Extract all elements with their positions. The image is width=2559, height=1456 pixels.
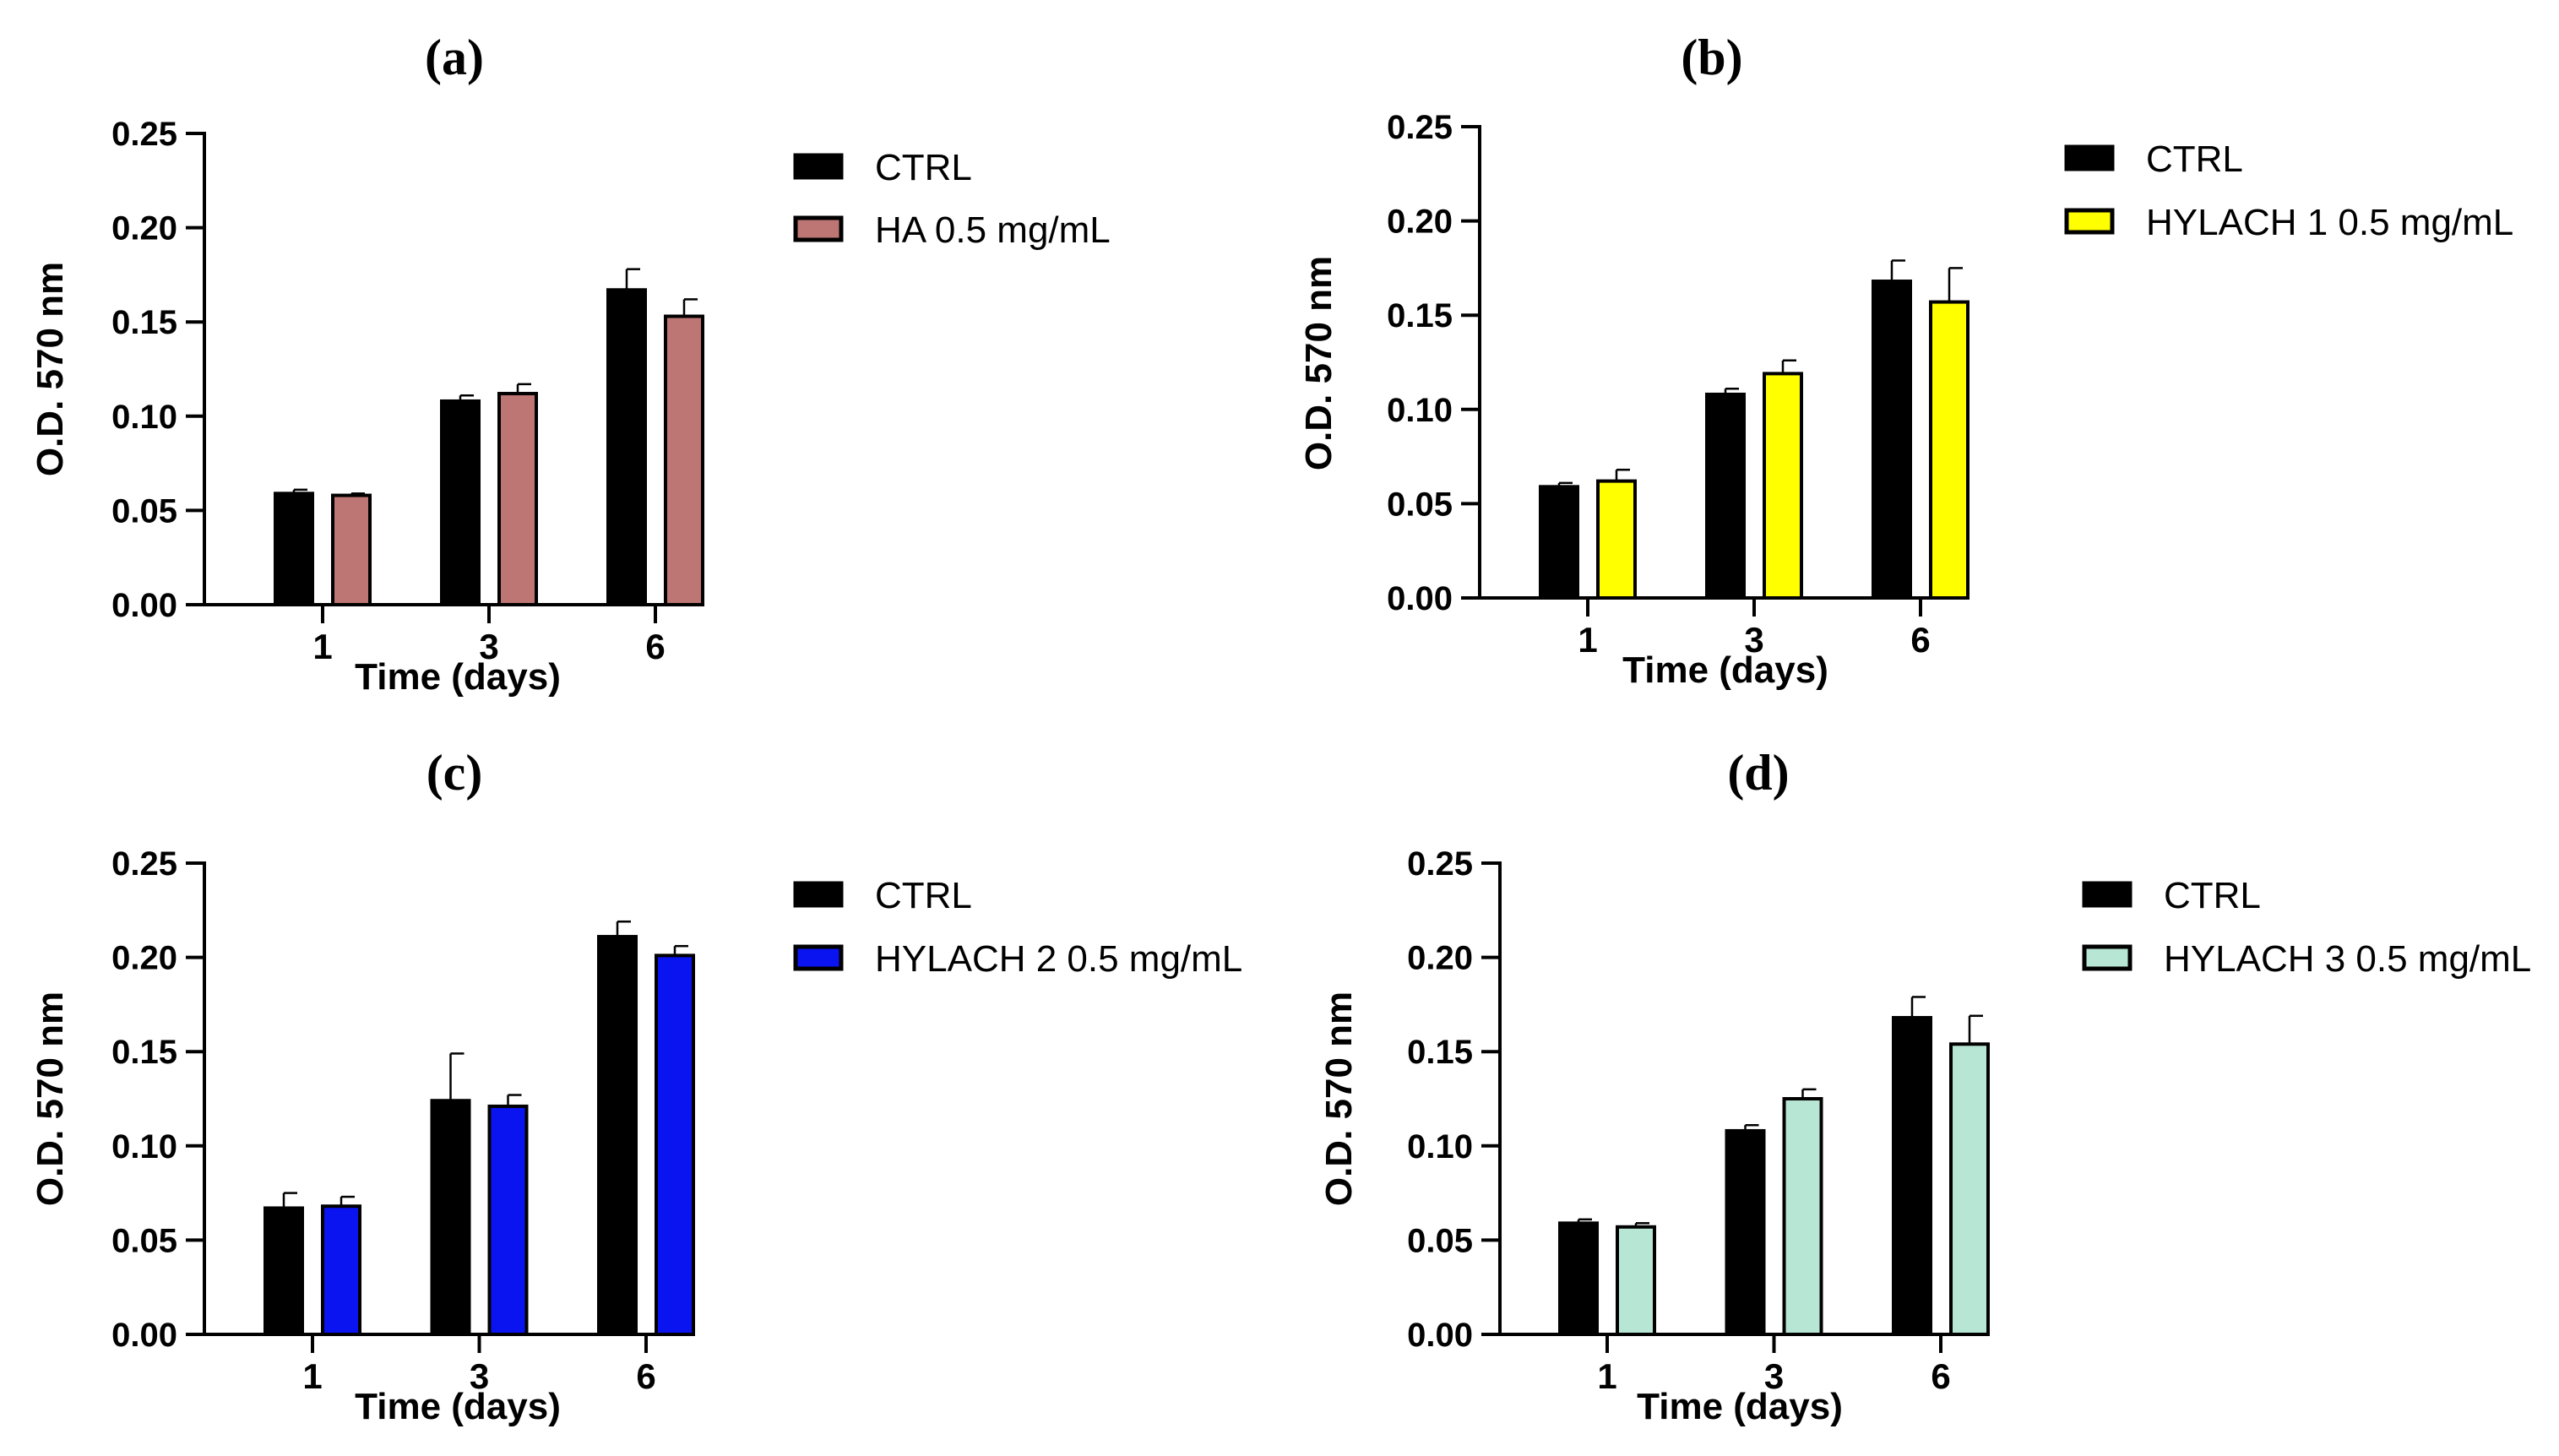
panel-label: (b): [1681, 30, 1742, 85]
panel-label: (d): [1727, 745, 1789, 801]
x-axis-title: Time (days): [1637, 1386, 1843, 1427]
x-axis-title: Time (days): [355, 656, 561, 698]
legend-swatch: [793, 153, 844, 180]
y-tick-label: 0.20: [1407, 940, 1473, 977]
bar-hylach-3-0-5-mg-ml: [1949, 1042, 1990, 1336]
y-tick-label: 0.00: [1387, 580, 1453, 617]
y-tick-label: 0.10: [111, 399, 177, 436]
x-tick-label: 3: [1764, 1356, 1784, 1396]
y-axis-title: O.D. 570 nm: [1318, 991, 1360, 1206]
y-tick-label: 0.20: [111, 940, 177, 977]
y-axis-title: O.D. 570 nm: [30, 262, 71, 476]
y-tick-label: 0.15: [111, 1034, 177, 1071]
x-tick-label: 3: [479, 627, 498, 666]
legend-swatch: [2082, 881, 2132, 908]
y-tick-label: 0.10: [111, 1128, 177, 1165]
bar-ha-0-5-mg-ml: [664, 314, 704, 606]
bar-ctrl: [1539, 485, 1579, 600]
bar-ctrl: [606, 288, 647, 606]
x-axis-title: Time (days): [1622, 649, 1828, 691]
y-tick-label: 0.05: [111, 1222, 177, 1259]
x-tick-label: 6: [1931, 1356, 1950, 1396]
bar-ctrl: [597, 935, 638, 1336]
x-tick-label: 6: [1910, 620, 1930, 660]
bar-hylach-2-0-5-mg-ml: [321, 1204, 361, 1336]
bar-hylach-2-0-5-mg-ml: [487, 1104, 529, 1336]
x-tick-label: 1: [312, 627, 332, 666]
y-tick-label: 0.00: [111, 1317, 177, 1354]
legend-swatch: [793, 944, 844, 971]
legend-label: CTRL: [2164, 875, 2261, 916]
y-tick-label: 0.25: [111, 116, 177, 153]
bar-ctrl: [264, 1206, 304, 1337]
y-tick-label: 0.25: [111, 845, 177, 883]
bar-ctrl: [440, 399, 481, 606]
bar-hylach-1-0-5-mg-ml: [1929, 300, 1970, 600]
chart-panel-2: (b) 0.00 0.05 0.10 0.15 0.20 0.25 1 3 6 O.D. 570 n…: [1298, 30, 2513, 691]
y-tick-label: 0.00: [1407, 1317, 1473, 1354]
bar-ctrl: [1725, 1128, 1766, 1336]
bar-ctrl: [274, 492, 314, 607]
legend-swatch: [2064, 208, 2115, 235]
bar-ha-0-5-mg-ml: [331, 493, 372, 606]
legend-label: HYLACH 3 0.5 mg/mL: [2164, 938, 2531, 980]
chart-panel-1: (a) 0.00 0.05 0.10 0.15 0.20 0.25 1 3 6 O.D. 570 n…: [30, 30, 1111, 698]
y-tick-label: 0.25: [1387, 109, 1453, 146]
bar-ctrl: [1558, 1221, 1599, 1337]
legend-swatch: [793, 881, 844, 908]
bar-ctrl: [1892, 1016, 1932, 1337]
bar-ctrl: [1872, 280, 1912, 600]
legend-label: CTRL: [2146, 139, 2243, 180]
y-tick-label: 0.15: [111, 304, 177, 341]
legend-label: CTRL: [875, 147, 972, 188]
bar-hylach-3-0-5-mg-ml: [1616, 1225, 1656, 1336]
y-tick-label: 0.00: [111, 587, 177, 624]
legend-swatch: [793, 215, 844, 242]
x-tick-label: 6: [636, 1356, 655, 1396]
bar-hylach-3-0-5-mg-ml: [1782, 1097, 1823, 1336]
y-axis-title: O.D. 570 nm: [30, 991, 71, 1206]
y-tick-label: 0.05: [1407, 1222, 1473, 1259]
legend-swatch: [2082, 944, 2132, 971]
x-tick-label: 3: [1744, 620, 1763, 660]
y-axis-title: O.D. 570 nm: [1298, 256, 1339, 470]
x-tick-label: 1: [302, 1356, 322, 1396]
x-tick-label: 6: [645, 627, 665, 666]
y-tick-label: 0.15: [1407, 1034, 1473, 1071]
panel-label: (a): [425, 30, 484, 85]
x-tick-label: 3: [470, 1356, 489, 1396]
y-tick-label: 0.05: [111, 492, 177, 530]
legend-swatch: [2064, 144, 2115, 171]
legend-label: CTRL: [875, 875, 972, 916]
chart-panel-3: (c) 0.00 0.05 0.10 0.15 0.20 0.25 1 3 6 O.D. 570 n…: [30, 745, 1242, 1427]
bar-hylach-1-0-5-mg-ml: [1763, 372, 1803, 600]
bar-hylach-2-0-5-mg-ml: [655, 953, 695, 1337]
x-tick-label: 1: [1597, 1356, 1616, 1396]
y-tick-label: 0.10: [1387, 392, 1453, 429]
bar-ctrl: [1705, 392, 1746, 600]
y-tick-label: 0.05: [1387, 486, 1453, 523]
y-tick-label: 0.15: [1387, 297, 1453, 334]
x-axis-title: Time (days): [355, 1386, 561, 1427]
y-tick-label: 0.20: [111, 210, 177, 247]
y-tick-label: 0.25: [1407, 845, 1473, 883]
y-tick-label: 0.10: [1407, 1128, 1473, 1165]
y-tick-label: 0.20: [1387, 204, 1453, 241]
bar-ctrl: [430, 1099, 471, 1337]
legend-label: HYLACH 2 0.5 mg/mL: [875, 938, 1242, 980]
panel-label: (c): [426, 745, 483, 801]
x-tick-label: 1: [1578, 620, 1597, 660]
bar-ha-0-5-mg-ml: [497, 392, 538, 606]
legend-label: HA 0.5 mg/mL: [875, 209, 1111, 251]
bar-hylach-1-0-5-mg-ml: [1596, 479, 1637, 600]
legend-label: HYLACH 1 0.5 mg/mL: [2146, 202, 2513, 243]
chart-panel-4: (d) 0.00 0.05 0.10 0.15 0.20 0.25 1 3 6 O.D. 570 n…: [1318, 745, 2531, 1427]
